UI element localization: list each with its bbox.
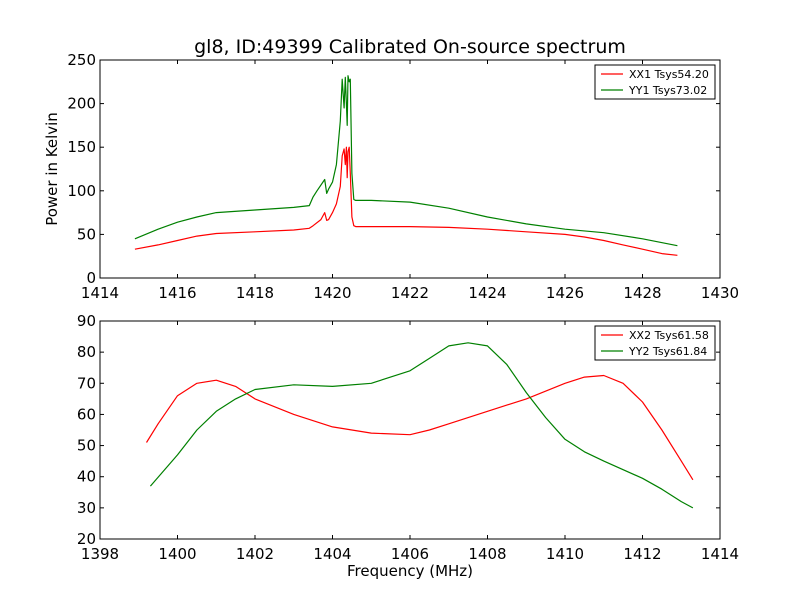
x-tick-label: 1406 <box>391 545 429 563</box>
bottom-axis-ticks: 1398 1400 1402 1404 1406 1408 1410 1412 1414 20 30… <box>77 312 739 563</box>
x-tick-label: 1418 <box>236 284 274 302</box>
bottom-series-lines <box>145 342 694 509</box>
x-tick-label: 1420 <box>313 284 351 302</box>
top-series-lines <box>134 75 678 256</box>
y-tick-label: 70 <box>77 374 96 392</box>
x-tick-label: 1414 <box>81 284 119 302</box>
top-axis-ticks: 1414 1416 1418 1420 1422 1424 1426 1428 1430 0 50 1… <box>67 51 739 302</box>
y-tick-label: 0 <box>86 269 96 287</box>
x-tick-label: 1398 <box>81 545 119 563</box>
y-tick-label: 50 <box>77 437 96 455</box>
series-line-yy <box>134 75 678 247</box>
y-tick-label: 150 <box>67 138 96 156</box>
y-axis-label: Power in Kelvin <box>43 112 61 226</box>
x-tick-label: 1428 <box>623 284 661 302</box>
legend-label: XX2 Tsys61.58 <box>629 329 709 342</box>
bottom-legend: XX2 Tsys61.58 YY2 Tsys61.84 <box>594 325 716 361</box>
y-tick-label: 30 <box>77 499 96 517</box>
y-tick-label: 20 <box>77 530 96 548</box>
top-plot-panel: gl8, ID:49399 Calibrated On-source spect… <box>43 36 739 302</box>
x-tick-label: 1412 <box>623 545 661 563</box>
x-tick-label: 1422 <box>391 284 429 302</box>
x-tick-label: 1430 <box>701 284 739 302</box>
x-tick-label: 1410 <box>546 545 584 563</box>
series-line-xx <box>134 146 678 256</box>
y-tick-label: 60 <box>77 405 96 423</box>
legend-box <box>594 64 716 100</box>
legend-label: YY1 Tsys73.02 <box>628 84 707 97</box>
y-tick-label: 200 <box>67 95 96 113</box>
top-legend: XX1 Tsys54.20 YY1 Tsys73.02 <box>594 64 716 100</box>
x-tick-label: 1404 <box>313 545 351 563</box>
chart-title: gl8, ID:49399 Calibrated On-source spect… <box>194 36 626 58</box>
x-tick-label: 1400 <box>158 545 196 563</box>
bottom-plot-panel: Frequency (MHz) 1398 1400 1402 1404 1406 1408… <box>77 312 739 580</box>
x-axis-label: Frequency (MHz) <box>347 562 473 580</box>
y-tick-label: 80 <box>77 343 96 361</box>
y-tick-label: 40 <box>77 468 96 486</box>
x-tick-label: 1424 <box>468 284 506 302</box>
series-line-yy <box>149 342 694 509</box>
legend-box <box>594 325 716 361</box>
y-tick-label: 100 <box>67 182 96 200</box>
y-tick-label: 50 <box>77 225 96 243</box>
series-line-xx <box>145 374 694 481</box>
x-tick-label: 1416 <box>158 284 196 302</box>
legend-label: YY2 Tsys61.84 <box>628 345 707 358</box>
x-tick-label: 1426 <box>546 284 584 302</box>
legend-label: XX1 Tsys54.20 <box>629 68 709 81</box>
top-plot-frame <box>99 59 721 279</box>
bottom-plot-frame <box>99 320 721 540</box>
y-tick-label: 250 <box>67 51 96 69</box>
x-tick-label: 1408 <box>468 545 506 563</box>
y-tick-label: 90 <box>77 312 96 330</box>
x-tick-label: 1414 <box>701 545 739 563</box>
x-tick-label: 1402 <box>236 545 274 563</box>
